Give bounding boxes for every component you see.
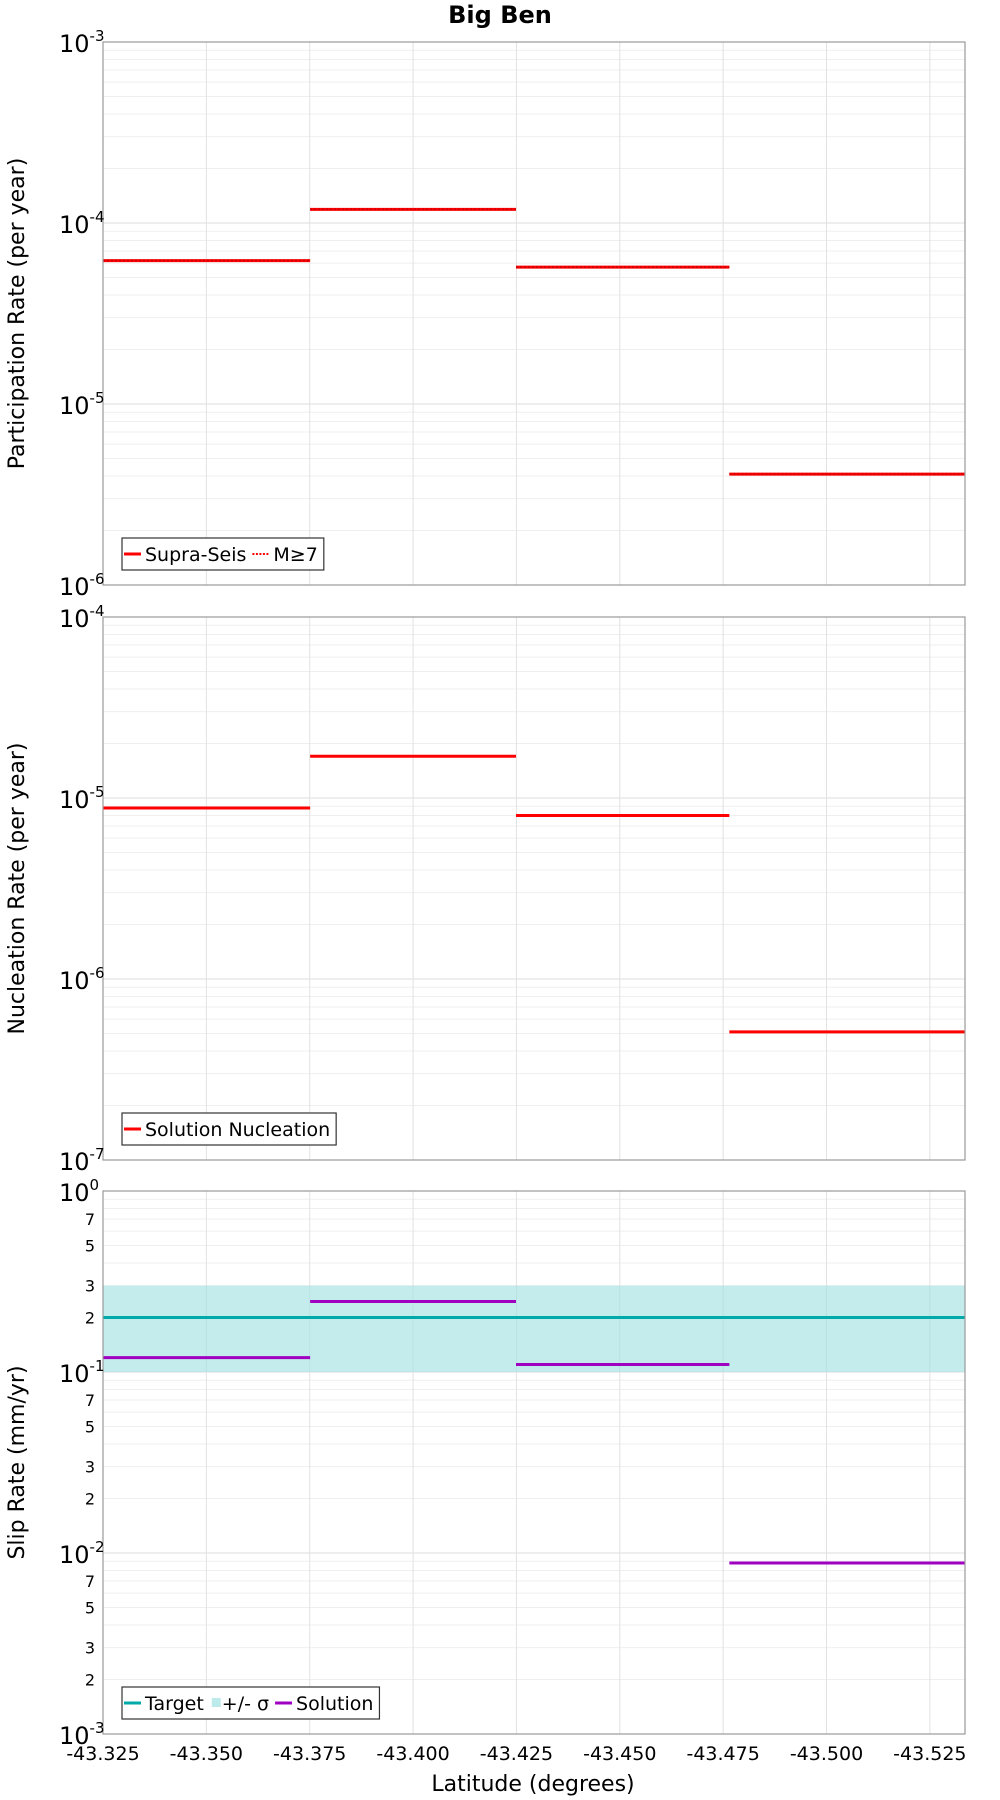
y-axis-label: Nucleation Rate (per year): [5, 743, 30, 1035]
legend-frame: [121, 1112, 337, 1146]
x-tick-labels: -43.325 -43.350 -43.375 -43.400 -43.425 -43.4…: [66, 1743, 966, 1765]
panel-3: 10-3 10-2 10-1 100 2 3 5 7 2 3 5 7 2 3 5 7 Slip Rate (mm…: [5, 1176, 966, 1750]
y-tick-label: 10-3: [59, 1719, 105, 1750]
y-tick-label: 10-3: [59, 27, 105, 58]
series-supra-seis: [103, 207, 965, 476]
x-tick-label: -43.325: [66, 1743, 139, 1765]
legend-label: Target: [144, 1693, 204, 1715]
legend-item: Solution: [275, 1693, 373, 1715]
legend-item: Target: [124, 1693, 204, 1715]
y-minor-tick-label: 7: [85, 1391, 95, 1410]
series-solution: [103, 1300, 965, 1565]
y-tick-label: 10-4: [59, 602, 105, 633]
panels-group: 10-6 10-5 10-4 10-3 Participation Rate (per …: [5, 27, 967, 1765]
x-tick-label: -43.500: [790, 1743, 863, 1765]
x-tick-label: -43.400: [376, 1743, 449, 1765]
legend: Solution Nucleation: [121, 1112, 337, 1146]
panel-2: 10-7 10-6 10-5 10-4 Nucleation Rate (per yea…: [5, 602, 966, 1176]
y-minor-tick-label: 7: [85, 1572, 95, 1591]
y-minor-tick-label: 5: [85, 1417, 95, 1436]
y-minor-tick-label: 2: [85, 1309, 95, 1328]
y-minor-tick-label: 3: [85, 1458, 95, 1477]
y-tick-label: 10-2: [59, 1538, 105, 1569]
legend-item: Supra-Seis: [124, 544, 246, 566]
legend-swatch: [211, 1698, 221, 1707]
y-minor-tick-label: 5: [85, 1598, 95, 1617]
legend-item: M≥7: [252, 544, 318, 566]
y-axis-label: Slip Rate (mm/yr): [5, 1365, 30, 1559]
y-tick-label: 10-4: [59, 208, 105, 239]
legend-frame: [121, 537, 325, 571]
y-minor-tick-label: 7: [85, 1210, 95, 1229]
legend-label: M≥7: [273, 544, 317, 566]
y-axis-label: Participation Rate (per year): [5, 158, 30, 470]
y-minor-tick-label: 3: [85, 1277, 95, 1296]
y-tick-label: 10-5: [59, 389, 105, 420]
legend: Supra-Seis M≥7: [121, 537, 325, 571]
legend-item: Solution Nucleation: [124, 1119, 330, 1141]
y-minor-tick-label: 5: [85, 1236, 95, 1255]
x-tick-label: -43.475: [686, 1743, 759, 1765]
legend: Target +/- σ Solution: [121, 1686, 381, 1720]
y-minor-tick-label: 3: [85, 1639, 95, 1658]
y-minor-tick-label: 2: [85, 1671, 95, 1690]
series-solution-nucleation: [103, 754, 965, 1034]
legend-label: Solution: [296, 1693, 373, 1715]
legend-label: +/- σ: [222, 1693, 269, 1715]
plot-frame: [102, 616, 966, 1161]
y-tick-label: 10-7: [59, 1145, 105, 1176]
legend-label: Supra-Seis: [145, 544, 246, 566]
legend-frame: [121, 1686, 381, 1720]
legend-item: +/- σ: [211, 1693, 269, 1715]
y-tick-label: 10-6: [59, 570, 105, 601]
x-tick-label: -43.525: [893, 1743, 966, 1765]
x-tick-label: -43.350: [170, 1743, 243, 1765]
chart-title: Big Ben: [448, 1, 552, 29]
y-tick-label: 10-1: [59, 1357, 105, 1388]
legend-label: Solution Nucleation: [145, 1119, 330, 1141]
x-axis-label: Latitude (degrees): [431, 1772, 634, 1797]
x-tick-label: -43.425: [480, 1743, 553, 1765]
series-m-7: [103, 208, 965, 475]
plot-frame: [102, 41, 966, 586]
panel-1: 10-6 10-5 10-4 10-3 Participation Rate (per …: [5, 27, 966, 601]
y-tick-label: 10-6: [59, 964, 105, 995]
plot-frame: [102, 1190, 966, 1735]
y-tick-label: 10-5: [59, 783, 105, 814]
y-tick-label: 100: [59, 1176, 99, 1207]
x-tick-label: -43.450: [583, 1743, 656, 1765]
x-tick-label: -43.375: [273, 1743, 346, 1765]
y-minor-tick-label: 2: [85, 1490, 95, 1509]
